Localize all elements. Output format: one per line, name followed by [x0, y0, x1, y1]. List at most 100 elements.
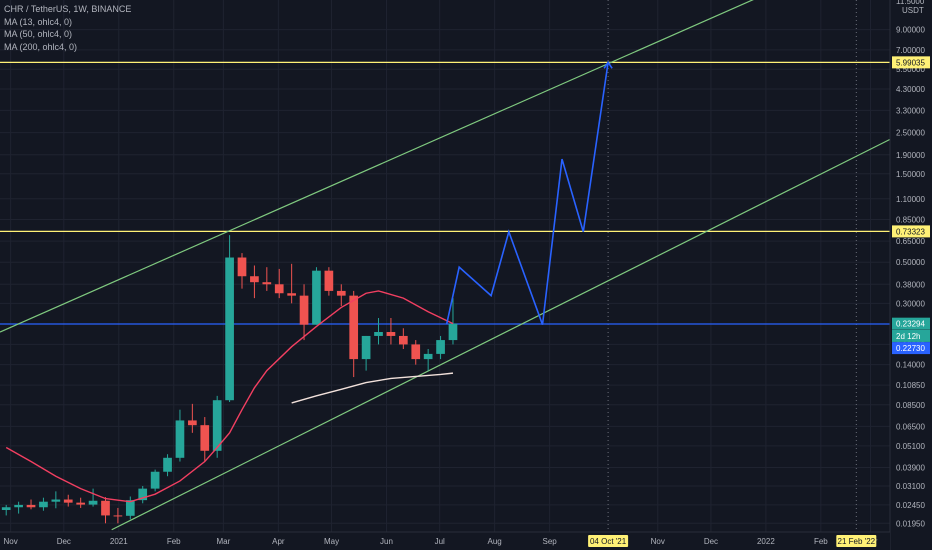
candle-body: [299, 295, 309, 325]
candle-body: [386, 332, 396, 336]
ma13-line: [5, 290, 454, 503]
y-tick-label: 0.02450: [896, 501, 925, 510]
candle: [448, 298, 458, 345]
chart-grid: [0, 0, 890, 532]
x-tick-label: Feb: [167, 537, 181, 546]
candle-body: [63, 499, 73, 503]
candle: [436, 335, 445, 360]
date-marker-label: 21 Feb '22: [838, 537, 876, 546]
candle: [200, 417, 210, 462]
ma50-legend[interactable]: MA (50, ohlc4, 0): [4, 29, 73, 39]
ma50-line: [291, 372, 454, 404]
candle-body: [163, 457, 172, 472]
y-tick-label: 0.01950: [896, 519, 925, 528]
candle-body: [250, 276, 259, 283]
y-tick-label: 0.85000: [896, 216, 925, 225]
y-tick-label: 7.00000: [896, 46, 925, 55]
x-tick-label: Dec: [57, 537, 71, 546]
currency-label: USDT: [902, 6, 924, 15]
x-tick-label: Apr: [272, 537, 285, 546]
candle: [163, 454, 172, 477]
x-tick-label: Nov: [4, 537, 18, 546]
y-tick-label: 0.38000: [896, 280, 925, 289]
candle: [188, 403, 197, 433]
candle-body: [39, 501, 48, 508]
candle-body: [423, 353, 433, 360]
price-tag: [892, 342, 930, 355]
ma13-legend[interactable]: MA (13, ohlc4, 0): [4, 16, 73, 27]
candle: [312, 267, 321, 325]
x-tick-label: Feb: [814, 537, 828, 546]
candle: [361, 335, 371, 371]
candle: [125, 496, 135, 520]
projection-path: [445, 60, 613, 325]
candle: [299, 284, 309, 341]
y-tick-label: 0.06500: [896, 422, 925, 431]
time-axis-bg: [0, 532, 890, 550]
date-marker-tag: [836, 535, 877, 547]
candle-body: [113, 515, 123, 517]
price-tag-label: 0.22730: [896, 344, 925, 353]
candle-body: [336, 290, 346, 296]
y-tick-label: 9.00000: [896, 26, 925, 35]
date-marker-tag: [588, 535, 629, 547]
candle-body: [287, 293, 296, 296]
x-tick-label: Nov: [651, 537, 665, 546]
y-tick-label: 0.08500: [896, 401, 925, 410]
candle: [150, 469, 160, 492]
moving-averages: [5, 290, 454, 503]
candle-body: [125, 500, 135, 516]
candle-body: [1, 507, 11, 511]
candle: [250, 265, 259, 299]
candle-body: [361, 335, 371, 360]
channel-line-upper: [0, 0, 754, 333]
candle-body: [138, 488, 148, 501]
candle: [88, 488, 98, 507]
level-tag-label: 0.73323: [896, 227, 925, 236]
candle-body: [150, 471, 160, 489]
projection-line: [445, 62, 609, 325]
candle: [26, 499, 36, 510]
candle-body: [411, 344, 421, 360]
candle-body: [188, 420, 197, 426]
candle: [274, 268, 284, 299]
y-tick-label: 4.30000: [896, 85, 925, 94]
y-tick-label: 0.05100: [896, 442, 925, 451]
x-tick-label: May: [324, 537, 339, 546]
candle: [1, 504, 11, 516]
candle: [237, 253, 247, 289]
level-tag: [892, 56, 930, 69]
x-tick-label: Mar: [216, 537, 230, 546]
horizontal-levels: [0, 61, 890, 325]
x-tick-label: Dec: [704, 537, 718, 546]
candle-body: [274, 284, 284, 294]
y-tick-label: 5.50000: [896, 65, 925, 74]
y-tick-label: 1.10000: [896, 195, 925, 204]
candle: [423, 349, 433, 371]
candle: [349, 290, 359, 378]
candle-body: [225, 257, 234, 401]
date-markers: [607, 0, 857, 532]
candle: [14, 501, 23, 514]
symbol-title[interactable]: CHR / TetherUS, 1W, BINANCE: [4, 4, 132, 14]
x-tick-label: Jul: [435, 537, 445, 546]
time-axis[interactable]: Nov Dec 2021 Feb Mar Apr May Jun Jul Aug Sep Nov Dec…: [0, 531, 890, 550]
candle-body: [374, 332, 383, 336]
projection-arrowhead: [603, 60, 613, 69]
ma200-legend[interactable]: MA (200, ohlc4, 0): [4, 41, 78, 52]
price-tag-label: 0.23294: [896, 320, 925, 329]
x-tick-label: Aug: [488, 537, 502, 546]
candle-body: [349, 295, 359, 360]
candle: [398, 328, 408, 350]
candle: [76, 497, 86, 508]
candle: [386, 317, 396, 345]
candle-body: [200, 425, 210, 451]
x-tick-label: 2021: [110, 537, 128, 546]
trend-channel: [0, 0, 891, 531]
level-tag: [892, 225, 930, 238]
candle-body: [324, 270, 334, 291]
candle: [51, 491, 61, 509]
y-tick-label: 1.90000: [896, 151, 925, 160]
